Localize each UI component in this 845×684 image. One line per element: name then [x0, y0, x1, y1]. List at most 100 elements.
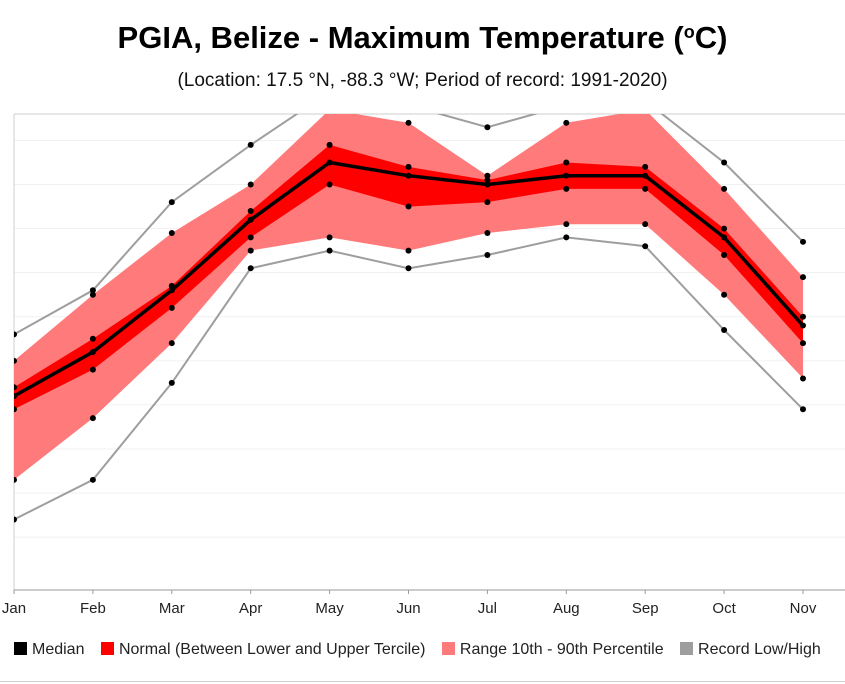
- legend-swatch-record: [680, 642, 694, 655]
- p10-point: [89, 415, 96, 422]
- legend-swatch-median: [14, 642, 27, 655]
- record-low-point: [168, 379, 175, 386]
- record-high-point: [406, 102, 412, 108]
- x-tick-label: Feb: [80, 600, 106, 617]
- upper-tercile-point: [89, 335, 96, 342]
- p10-point: [642, 221, 649, 228]
- p90-point: [800, 274, 806, 281]
- x-tick-label: Aug: [553, 600, 580, 617]
- p90-point: [642, 107, 648, 113]
- x-tick-label: May: [315, 600, 344, 617]
- record-high-point: [721, 159, 728, 166]
- upper-tercile-point: [168, 282, 175, 289]
- p90-point: [247, 181, 254, 188]
- lower-tercile-point: [14, 406, 17, 413]
- lower-tercile-point: [405, 203, 412, 210]
- record-high-line: [14, 114, 804, 336]
- p90-point: [563, 119, 570, 126]
- chart-legend: Median Normal (Between Lower and Upper T…: [14, 641, 833, 659]
- title-main: PGIA, Belize - Maximum Temperature (: [117, 20, 684, 55]
- chart-title: PGIA, Belize - Maximum Temperature (oC): [0, 20, 845, 56]
- lower-tercile-point: [563, 185, 570, 192]
- lower-tercile-point: [800, 340, 806, 347]
- upper-tercile-point: [642, 163, 649, 170]
- legend-swatch-range: [441, 642, 455, 655]
- x-tick-label: Mar: [159, 600, 185, 617]
- p10-point: [484, 230, 491, 236]
- p10-point: [247, 247, 254, 254]
- p90-point: [327, 107, 333, 113]
- record-high-point: [800, 238, 806, 245]
- x-tick-label: Nov: [790, 600, 817, 617]
- record-low-point: [14, 516, 17, 523]
- median-point: [89, 349, 96, 355]
- record-high-point: [247, 141, 254, 148]
- p90-point: [168, 230, 175, 236]
- median-point: [800, 322, 806, 329]
- p90-point: [89, 291, 96, 298]
- p10-point: [168, 340, 175, 347]
- lower-tercile-point: [642, 185, 649, 192]
- legend-label-range: Range 10th - 90th Percentile: [459, 641, 664, 658]
- upper-tercile-point: [326, 141, 333, 148]
- x-tick-label: Jan: [2, 600, 26, 617]
- upper-tercile-point: [247, 207, 254, 214]
- record-low-point: [89, 476, 96, 483]
- record-low-point: [642, 243, 649, 250]
- p90-point: [14, 357, 17, 364]
- p10-point: [405, 247, 412, 254]
- lower-tercile-point: [484, 199, 491, 206]
- record-low-point: [800, 406, 806, 413]
- lower-tercile-point: [168, 304, 175, 311]
- range-10-90-band: [14, 114, 803, 480]
- record-low-point: [247, 265, 254, 272]
- normal-tercile-band: [14, 144, 803, 410]
- upper-tercile-point: [721, 225, 728, 232]
- median-point: [642, 172, 649, 179]
- chart-subtitle: (Location: 17.5 °N, -88.3 °W; Period of …: [177, 70, 668, 91]
- record-high-point: [484, 124, 491, 131]
- upper-tercile-point: [484, 177, 491, 184]
- plot-area: [14, 89, 806, 523]
- record-high-point: [14, 331, 17, 338]
- record-low-point: [563, 234, 570, 241]
- record-high-point: [89, 287, 96, 294]
- legend-swatch-normal: [100, 642, 114, 655]
- legend-item-median: Median: [14, 641, 84, 659]
- record-high-point: [327, 89, 333, 95]
- lower-tercile-point: [89, 366, 96, 373]
- title-unit: C): [694, 20, 728, 55]
- p10-point: [563, 221, 570, 228]
- lower-tercile-point: [326, 181, 333, 188]
- p10-point: [800, 375, 806, 382]
- lower-tercile-point: [721, 252, 728, 259]
- x-tick-label: Jun: [396, 600, 420, 617]
- p10-point: [14, 476, 17, 483]
- x-tick-label: Oct: [712, 600, 736, 617]
- median-point: [484, 181, 491, 188]
- upper-tercile-point: [563, 159, 570, 166]
- record-low-point: [405, 265, 412, 272]
- legend-item-normal: Normal (Between Lower and Upper Tercile): [100, 641, 425, 659]
- record-high-point: [642, 98, 648, 104]
- lower-tercile-point: [247, 234, 254, 241]
- median-point: [563, 172, 570, 179]
- x-tick-label: Apr: [239, 600, 262, 617]
- x-tick-label: Jul: [478, 600, 497, 617]
- median-point: [721, 234, 728, 241]
- upper-tercile-point: [800, 313, 806, 320]
- median-point: [326, 159, 333, 166]
- title-degree-sup: o: [683, 22, 695, 42]
- upper-tercile-point: [14, 384, 17, 391]
- record-high-point: [168, 199, 175, 206]
- frame-bottom-border: [0, 681, 845, 682]
- record-low-point: [721, 326, 728, 333]
- p10-point: [326, 234, 333, 241]
- median-point: [14, 393, 17, 400]
- legend-item-record: Record Low/High: [680, 641, 821, 659]
- median-point: [405, 172, 412, 179]
- p90-point: [721, 185, 728, 192]
- x-tick-label: Sep: [632, 600, 659, 617]
- legend-label-record: Record Low/High: [698, 641, 821, 658]
